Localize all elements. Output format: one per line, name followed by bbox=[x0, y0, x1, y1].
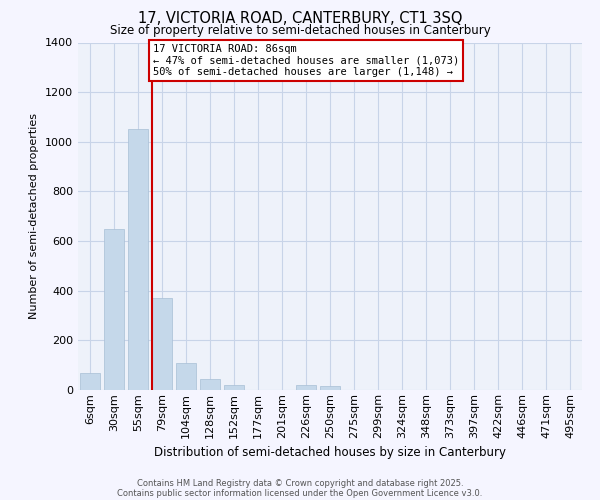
Bar bbox=[176, 362, 196, 390]
Text: 17, VICTORIA ROAD, CANTERBURY, CT1 3SQ: 17, VICTORIA ROAD, CANTERBURY, CT1 3SQ bbox=[138, 11, 462, 26]
X-axis label: Distribution of semi-detached houses by size in Canterbury: Distribution of semi-detached houses by … bbox=[154, 446, 506, 459]
Text: Contains HM Land Registry data © Crown copyright and database right 2025.
Contai: Contains HM Land Registry data © Crown c… bbox=[118, 479, 482, 498]
Bar bbox=[320, 386, 340, 390]
Text: 17 VICTORIA ROAD: 86sqm
← 47% of semi-detached houses are smaller (1,073)
50% of: 17 VICTORIA ROAD: 86sqm ← 47% of semi-de… bbox=[153, 44, 459, 77]
Bar bbox=[224, 385, 244, 390]
Bar bbox=[200, 379, 220, 390]
Bar bbox=[80, 372, 100, 390]
Y-axis label: Number of semi-detached properties: Number of semi-detached properties bbox=[29, 114, 40, 320]
Bar bbox=[128, 130, 148, 390]
Bar bbox=[296, 385, 316, 390]
Bar bbox=[104, 228, 124, 390]
Text: Size of property relative to semi-detached houses in Canterbury: Size of property relative to semi-detach… bbox=[110, 24, 490, 37]
Bar bbox=[152, 298, 172, 390]
